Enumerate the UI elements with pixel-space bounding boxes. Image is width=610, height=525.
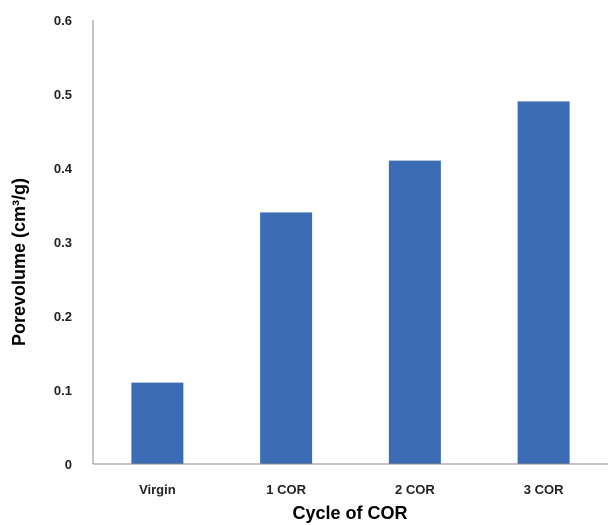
- x-tick-label: 3 COR: [524, 482, 564, 497]
- y-tick-label: 0.1: [54, 383, 72, 398]
- bar: [388, 160, 441, 464]
- bar: [260, 212, 313, 464]
- x-tick-label: 2 COR: [395, 482, 435, 497]
- y-tick-label: 0.6: [54, 13, 72, 28]
- y-axis-ticks: 0 0.1 0.2 0.3 0.4 0.5 0.6: [54, 13, 73, 472]
- bar: [517, 101, 570, 465]
- x-tick-label: Virgin: [139, 482, 176, 497]
- bar: [131, 382, 184, 464]
- x-tick-label: 1 COR: [266, 482, 306, 497]
- y-axis-title: Porevolume (cm³/g): [9, 178, 29, 346]
- y-tick-label: 0.4: [54, 161, 73, 176]
- x-axis-title: Cycle of COR: [292, 503, 407, 523]
- y-tick-label: 0: [65, 457, 72, 472]
- bars: [131, 101, 570, 465]
- y-tick-label: 0.5: [54, 87, 72, 102]
- y-tick-label: 0.3: [54, 235, 72, 250]
- x-axis-ticks: Virgin 1 COR 2 COR 3 COR: [139, 482, 564, 497]
- y-tick-label: 0.2: [54, 309, 72, 324]
